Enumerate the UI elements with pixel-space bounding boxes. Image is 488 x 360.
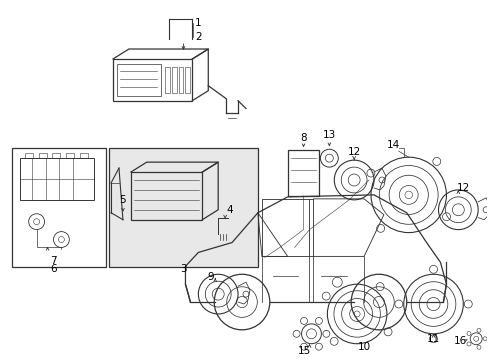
Bar: [20, 158, 94, 200]
Text: 12: 12: [347, 147, 360, 157]
Bar: [131, 172, 202, 220]
Bar: [80, 153, 88, 158]
Bar: [25, 153, 33, 158]
Text: 4: 4: [226, 205, 233, 215]
Bar: [164, 67, 169, 93]
Text: 12: 12: [456, 183, 469, 193]
Text: 10: 10: [357, 342, 370, 352]
Text: 6: 6: [50, 264, 57, 274]
Text: 16: 16: [453, 336, 466, 346]
Text: 14: 14: [386, 140, 400, 150]
Bar: [287, 150, 319, 196]
Text: 11: 11: [426, 334, 439, 344]
Bar: [66, 153, 74, 158]
Text: 5: 5: [120, 195, 126, 205]
Text: 15: 15: [297, 346, 310, 356]
Bar: [185, 67, 190, 93]
Bar: [178, 67, 183, 93]
Text: 9: 9: [206, 272, 213, 282]
Text: 1: 1: [195, 18, 201, 28]
Bar: [39, 153, 46, 158]
Bar: [12, 148, 106, 267]
Text: 8: 8: [300, 133, 306, 143]
Bar: [171, 67, 176, 93]
Text: 7: 7: [50, 256, 57, 266]
Bar: [109, 148, 257, 267]
Text: 3: 3: [180, 264, 186, 274]
Text: 13: 13: [322, 130, 335, 140]
Bar: [113, 59, 192, 100]
Bar: [117, 64, 161, 96]
Bar: [52, 153, 61, 158]
Text: 2: 2: [195, 32, 201, 42]
